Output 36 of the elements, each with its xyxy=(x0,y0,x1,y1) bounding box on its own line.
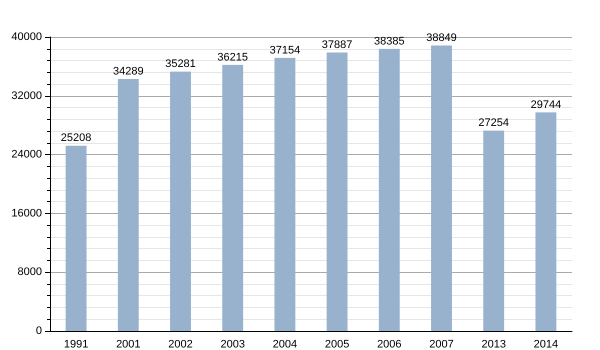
x-tick-label: 2002 xyxy=(168,338,193,350)
x-tick-label: 2014 xyxy=(534,338,558,350)
bar xyxy=(222,64,244,331)
y-tick-label: 8000 xyxy=(18,266,42,278)
bar xyxy=(274,58,296,331)
bar xyxy=(431,45,452,331)
y-tick-label: 0 xyxy=(36,325,42,337)
y-tick-label: 32000 xyxy=(11,90,42,102)
x-tick-label: 1991 xyxy=(64,338,88,350)
data-label: 27254 xyxy=(478,117,509,130)
data-label: 36215 xyxy=(217,51,248,64)
x-tick-label: 2007 xyxy=(429,338,454,350)
bar xyxy=(118,78,139,331)
x-tick-label: 2001 xyxy=(116,338,141,350)
data-label: 35281 xyxy=(165,58,196,70)
data-label: 37887 xyxy=(322,39,352,52)
x-tick-label: 2013 xyxy=(481,338,506,350)
bar xyxy=(378,48,400,331)
bar xyxy=(535,112,556,331)
bar xyxy=(66,146,87,331)
data-label: 37154 xyxy=(270,44,300,56)
x-tick-label: 2006 xyxy=(377,338,402,350)
data-label: 38385 xyxy=(374,35,405,48)
y-tick-label: 24000 xyxy=(11,148,42,161)
data-label: 25208 xyxy=(60,132,92,144)
x-tick-label: 2004 xyxy=(272,338,298,350)
data-label: 29744 xyxy=(530,98,562,111)
y-tick-label: 16000 xyxy=(11,207,42,220)
x-tick-label: 2005 xyxy=(324,338,350,350)
y-tick-label: 40000 xyxy=(11,31,42,43)
bar xyxy=(170,72,191,331)
bar xyxy=(483,130,504,331)
bar xyxy=(326,52,348,331)
x-tick-label: 2003 xyxy=(220,338,245,350)
data-label: 34289 xyxy=(113,65,144,78)
data-label: 38849 xyxy=(426,32,457,44)
